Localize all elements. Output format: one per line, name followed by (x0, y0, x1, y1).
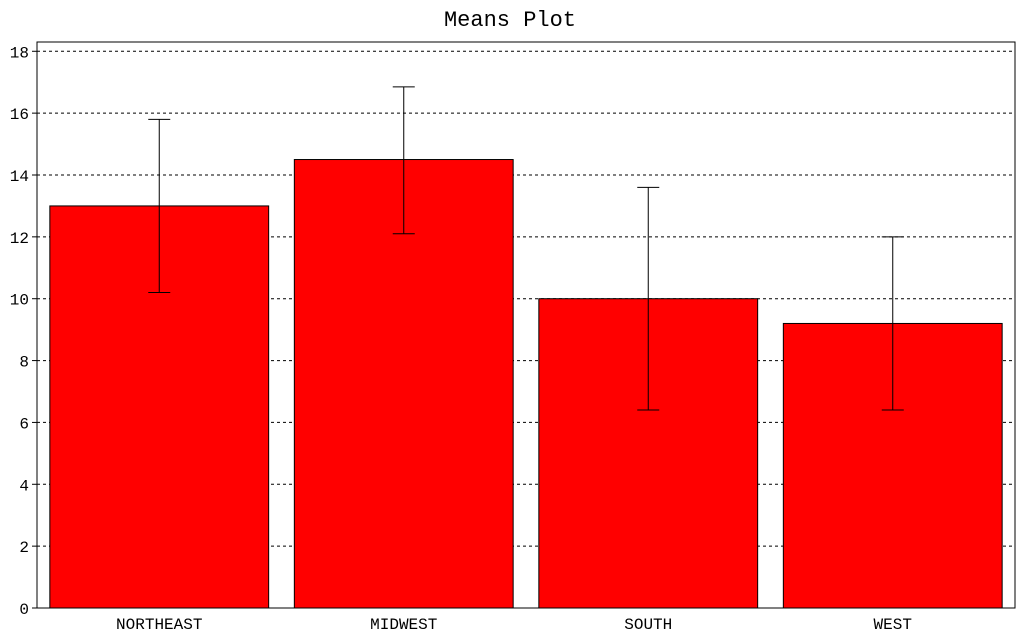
x-tick-label: SOUTH (624, 616, 672, 634)
y-tick-label: 2 (19, 539, 29, 557)
bar-midwest (293, 159, 514, 609)
y-tick-label: 14 (10, 168, 29, 186)
x-tick-label: NORTHEAST (116, 616, 202, 634)
plot-frame (36, 41, 1016, 609)
x-axis: NORTHEAST MIDWEST SOUTH WEST (116, 616, 912, 634)
y-tick-label: 10 (10, 292, 29, 310)
bars (49, 159, 1003, 609)
y-tick-label: 4 (19, 477, 29, 495)
x-tick-label: WEST (874, 616, 912, 634)
y-tick-label: 0 (19, 601, 29, 619)
y-tick-label: 16 (10, 106, 29, 124)
error-bars (148, 86, 904, 411)
y-tick-label: 18 (10, 44, 29, 62)
y-tick-label: 12 (10, 230, 29, 248)
y-tick-label: 6 (19, 415, 29, 433)
y-tick-label: 8 (19, 354, 29, 372)
y-axis: 0 2 4 6 8 10 12 14 16 18 (10, 44, 37, 619)
x-tick-label: MIDWEST (370, 616, 437, 634)
chart-title: Means Plot (444, 8, 576, 33)
